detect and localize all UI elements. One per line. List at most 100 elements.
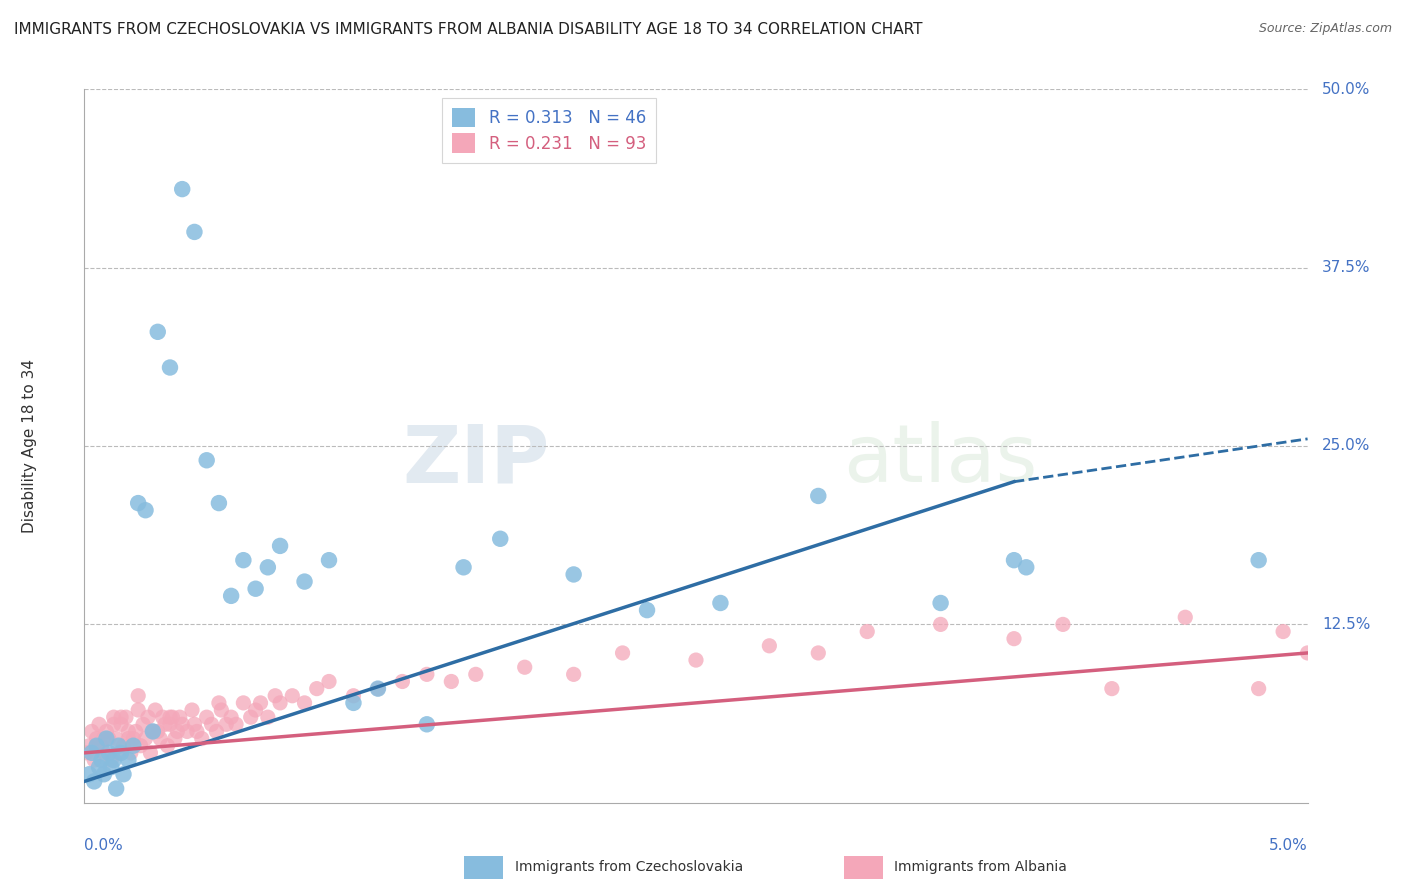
Point: [758, 639, 780, 653]
Point: [367, 681, 389, 696]
Text: 5.0%: 5.0%: [1268, 838, 1308, 854]
Point: [318, 674, 340, 689]
Point: [219, 589, 242, 603]
Point: [112, 739, 135, 753]
Point: [612, 646, 634, 660]
Point: [391, 674, 413, 689]
Text: atlas: atlas: [842, 421, 1038, 500]
Point: [1247, 681, 1270, 696]
Point: [169, 710, 191, 724]
Point: [215, 717, 238, 731]
Text: 25.0%: 25.0%: [1322, 439, 1371, 453]
Point: [176, 724, 198, 739]
Text: Immigrants from Czechoslovakia: Immigrants from Czechoslovakia: [515, 861, 742, 874]
Point: [115, 710, 138, 724]
Point: [86, 739, 108, 753]
Point: [105, 781, 128, 796]
Point: [146, 325, 169, 339]
Text: 37.5%: 37.5%: [1322, 260, 1371, 275]
Point: [97, 731, 120, 746]
Point: [117, 724, 139, 739]
Point: [172, 182, 194, 196]
Point: [103, 717, 125, 731]
Point: [209, 703, 232, 717]
Point: [440, 674, 463, 689]
Point: [225, 717, 247, 731]
Point: [513, 660, 536, 674]
Point: [195, 453, 218, 467]
Point: [1015, 560, 1038, 574]
Point: [100, 753, 122, 767]
Point: [685, 653, 707, 667]
Point: [127, 703, 149, 717]
Point: [107, 739, 129, 753]
Point: [107, 746, 129, 760]
Point: [269, 696, 291, 710]
Point: [807, 646, 830, 660]
Point: [1052, 617, 1074, 632]
Point: [245, 703, 267, 717]
Point: [80, 724, 103, 739]
Point: [166, 724, 188, 739]
Point: [232, 696, 254, 710]
Point: [127, 689, 149, 703]
Point: [162, 710, 184, 724]
Point: [135, 503, 157, 517]
Point: [86, 739, 108, 753]
Point: [112, 767, 135, 781]
Point: [139, 746, 162, 760]
Point: [110, 710, 132, 724]
Point: [294, 574, 316, 589]
Point: [1174, 610, 1197, 624]
Point: [489, 532, 512, 546]
Text: Immigrants from Albania: Immigrants from Albania: [894, 861, 1067, 874]
Point: [87, 717, 110, 731]
Point: [172, 717, 194, 731]
Point: [929, 617, 952, 632]
Text: Disability Age 18 to 34: Disability Age 18 to 34: [22, 359, 37, 533]
Point: [453, 560, 475, 574]
Point: [153, 717, 176, 731]
Point: [232, 553, 254, 567]
Point: [208, 496, 231, 510]
Point: [90, 739, 112, 753]
Point: [239, 710, 262, 724]
Point: [191, 731, 214, 746]
Point: [100, 760, 122, 774]
Point: [186, 724, 208, 739]
Point: [257, 560, 280, 574]
Text: 0.0%: 0.0%: [84, 838, 124, 854]
Point: [856, 624, 879, 639]
Point: [117, 731, 139, 746]
Point: [208, 696, 231, 710]
Point: [159, 717, 181, 731]
Point: [96, 731, 118, 746]
Point: [93, 731, 115, 746]
Point: [183, 717, 205, 731]
Point: [149, 731, 172, 746]
Point: [136, 710, 159, 724]
Point: [129, 739, 152, 753]
Point: [156, 739, 179, 753]
Point: [342, 696, 364, 710]
Point: [205, 724, 228, 739]
Point: [122, 739, 145, 753]
Point: [143, 703, 166, 717]
Point: [709, 596, 731, 610]
Point: [245, 582, 267, 596]
Point: [103, 753, 125, 767]
Point: [117, 753, 139, 767]
Text: 50.0%: 50.0%: [1322, 82, 1371, 96]
Point: [122, 731, 145, 746]
Point: [1272, 624, 1295, 639]
Point: [97, 746, 120, 760]
Point: [318, 553, 340, 567]
Point: [77, 739, 100, 753]
Point: [146, 724, 169, 739]
Point: [219, 710, 242, 724]
Point: [93, 767, 115, 781]
Point: [636, 603, 658, 617]
Point: [125, 724, 148, 739]
Point: [181, 703, 204, 717]
Point: [83, 774, 105, 789]
